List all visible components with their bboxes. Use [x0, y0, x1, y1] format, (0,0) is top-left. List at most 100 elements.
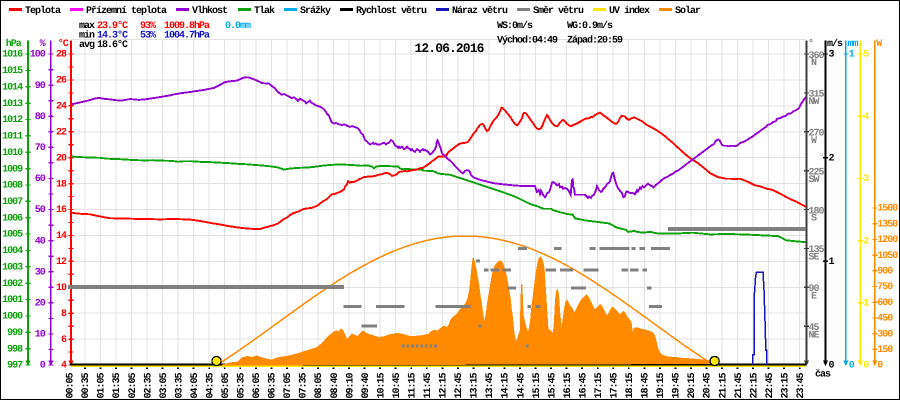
- svg-text:max: max: [79, 21, 95, 32]
- svg-text:270: 270: [809, 129, 825, 140]
- svg-text:90: 90: [35, 81, 46, 92]
- svg-text:1016: 1016: [2, 50, 23, 61]
- svg-text:NW: NW: [808, 97, 819, 108]
- svg-text:Směr větru: Směr větru: [533, 5, 584, 17]
- svg-text:135: 135: [809, 245, 825, 256]
- svg-text:150: 150: [877, 345, 893, 356]
- svg-text:70: 70: [35, 143, 46, 154]
- svg-text:93%: 93%: [140, 21, 156, 32]
- svg-text:1012: 1012: [2, 115, 23, 126]
- svg-text:14:15: 14:15: [501, 372, 512, 398]
- svg-text:1009: 1009: [2, 164, 23, 175]
- svg-text:°C: °C: [58, 39, 69, 50]
- svg-text:19:45: 19:45: [672, 372, 683, 398]
- svg-text:180: 180: [809, 206, 825, 217]
- svg-text:06:05: 06:05: [252, 372, 263, 398]
- svg-text:E: E: [811, 291, 817, 302]
- svg-text:1009.8hPa: 1009.8hPa: [164, 20, 210, 32]
- svg-text:600: 600: [877, 298, 893, 309]
- svg-text:0: 0: [877, 361, 883, 372]
- svg-text:00:35: 00:35: [81, 372, 92, 398]
- svg-text:8: 8: [61, 309, 67, 320]
- svg-text:23:15: 23:15: [780, 372, 791, 398]
- svg-text:08:40: 08:40: [330, 372, 341, 398]
- svg-text:11:15: 11:15: [408, 372, 419, 398]
- svg-text:225: 225: [809, 167, 825, 178]
- svg-text:1350: 1350: [877, 219, 898, 230]
- svg-text:1050: 1050: [877, 251, 898, 262]
- svg-text:09:10: 09:10: [345, 372, 356, 398]
- svg-text:450: 450: [877, 314, 893, 325]
- svg-text:UV index: UV index: [609, 5, 650, 17]
- svg-text:20: 20: [35, 299, 46, 310]
- svg-text:21:45: 21:45: [734, 372, 745, 398]
- svg-text:WG:0.9m/s: WG:0.9m/s: [567, 20, 613, 32]
- svg-text:0: 0: [40, 361, 46, 372]
- svg-text:4: 4: [863, 112, 869, 123]
- svg-text:0: 0: [829, 361, 835, 372]
- svg-text:15:15: 15:15: [532, 372, 543, 398]
- svg-text:Západ:20:59: Západ:20:59: [567, 34, 623, 46]
- svg-text:3: 3: [863, 174, 869, 185]
- svg-text:3: 3: [829, 50, 835, 61]
- svg-text:1000: 1000: [2, 312, 23, 323]
- svg-text:22:15: 22:15: [749, 372, 760, 398]
- svg-text:Tlak: Tlak: [254, 5, 275, 17]
- svg-text:01:35: 01:35: [112, 372, 123, 398]
- svg-text:100: 100: [30, 50, 46, 61]
- svg-text:360: 360: [809, 51, 825, 62]
- svg-text:05:35: 05:35: [237, 372, 248, 398]
- svg-text:2: 2: [863, 236, 869, 247]
- svg-text:45: 45: [809, 323, 820, 334]
- svg-text:1005: 1005: [2, 230, 23, 241]
- svg-text:16:45: 16:45: [578, 372, 589, 398]
- svg-text:16:15: 16:15: [563, 372, 574, 398]
- svg-text:02:35: 02:35: [143, 372, 154, 398]
- svg-text:23:45: 23:45: [796, 372, 807, 398]
- svg-text:300: 300: [877, 329, 893, 340]
- svg-text:0: 0: [863, 361, 869, 372]
- svg-text:m/s: m/s: [827, 38, 843, 50]
- svg-text:14:45: 14:45: [516, 372, 527, 398]
- svg-text:50: 50: [35, 205, 46, 216]
- svg-text:12.06.2016: 12.06.2016: [415, 41, 485, 56]
- svg-text:0: 0: [849, 361, 855, 372]
- svg-text:20:45: 20:45: [703, 372, 714, 398]
- svg-text:23.9°C: 23.9°C: [97, 21, 128, 32]
- svg-text:80: 80: [35, 112, 46, 123]
- svg-text:WS:0m/s: WS:0m/s: [497, 20, 533, 32]
- svg-text:999: 999: [7, 328, 23, 339]
- svg-text:01:05: 01:05: [97, 372, 108, 398]
- svg-text:15:45: 15:45: [547, 372, 558, 398]
- svg-text:10:45: 10:45: [392, 372, 403, 398]
- svg-text:1008: 1008: [2, 181, 23, 192]
- svg-text:10:15: 10:15: [376, 372, 387, 398]
- svg-text:08:05: 08:05: [314, 372, 325, 398]
- svg-text:1200: 1200: [877, 235, 898, 246]
- svg-text:13:45: 13:45: [485, 372, 496, 398]
- svg-text:21:15: 21:15: [718, 372, 729, 398]
- svg-text:315: 315: [809, 90, 825, 101]
- svg-text:1003: 1003: [2, 263, 23, 274]
- svg-text:mm: mm: [848, 39, 859, 50]
- svg-text:13:15: 13:15: [470, 372, 481, 398]
- svg-text:Vlhkost: Vlhkost: [192, 5, 228, 17]
- svg-text:24: 24: [56, 102, 67, 113]
- svg-text:09:40: 09:40: [361, 372, 372, 398]
- svg-text:05:05: 05:05: [221, 372, 232, 398]
- svg-text:SE: SE: [808, 253, 819, 264]
- svg-text:22:45: 22:45: [765, 372, 776, 398]
- svg-text:14: 14: [56, 231, 67, 242]
- svg-text:1001: 1001: [2, 295, 23, 306]
- svg-text:12:45: 12:45: [454, 372, 465, 398]
- svg-text:04:05: 04:05: [190, 372, 201, 398]
- svg-text:1006: 1006: [2, 213, 23, 224]
- svg-text:Solar: Solar: [675, 5, 701, 17]
- svg-text:NE: NE: [808, 330, 819, 341]
- svg-text:07:35: 07:35: [299, 372, 310, 398]
- svg-text:03:35: 03:35: [174, 372, 185, 398]
- svg-text:04:35: 04:35: [206, 372, 217, 398]
- svg-text:1004.7hPa: 1004.7hPa: [164, 29, 210, 41]
- svg-text:0.0mm: 0.0mm: [225, 21, 251, 32]
- svg-text:Rychlost větru: Rychlost větru: [356, 5, 427, 17]
